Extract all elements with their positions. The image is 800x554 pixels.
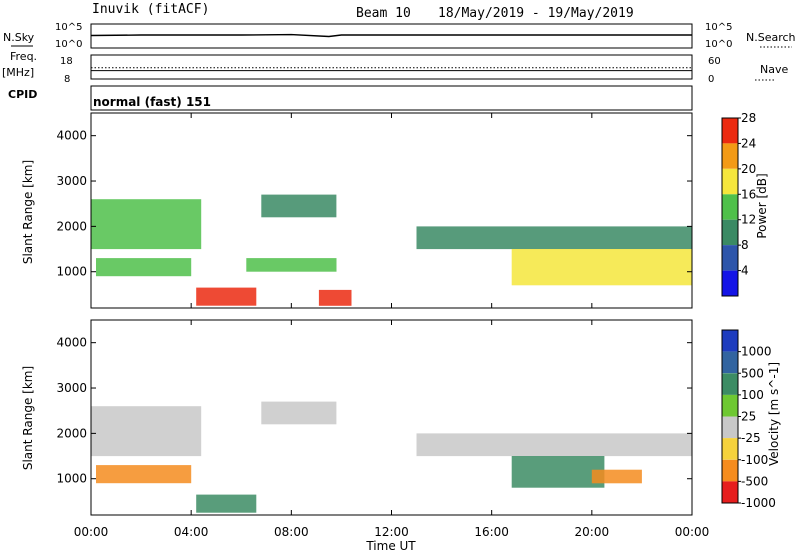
xtick-label-0: 00:00 <box>74 525 109 539</box>
colorbar-label-0: 1000 <box>741 345 772 359</box>
ytick-label-0: 1000 <box>56 265 87 279</box>
data-region-0 <box>91 199 202 250</box>
ytick-label-3: 4000 <box>56 336 87 350</box>
noise-right-tick-bottom: 10^0 <box>705 39 732 50</box>
colorbar-label-6: 28 <box>741 111 756 125</box>
velocity-colorbar-label: Velocity [m s^-1] <box>767 362 781 466</box>
colorbar-frame <box>721 117 739 297</box>
data-region-5 <box>318 289 352 306</box>
noise-left-tick-bottom: 10^0 <box>55 39 82 50</box>
data-region-2 <box>196 494 257 513</box>
data-region-6 <box>416 226 692 250</box>
freq-right-tick-top: 60 <box>708 56 721 67</box>
colorbar-label-1: 8 <box>741 238 749 252</box>
freq-left-tick-top: 18 <box>60 56 73 67</box>
data-region-3 <box>261 194 337 218</box>
colorbar-swatch-0 <box>722 118 738 144</box>
colorbar-label-5: -100 <box>741 453 768 467</box>
ytick-label-3: 4000 <box>56 129 87 143</box>
colorbar-swatch-1 <box>722 143 738 169</box>
colorbar-label-6: -500 <box>741 474 768 488</box>
cpid-label: CPID <box>8 88 37 101</box>
colorbar-label-3: 25 <box>741 410 756 424</box>
freq-right-label: Nave <box>760 63 788 76</box>
velocity-ylabel: Slant Range [km] <box>21 366 35 470</box>
colorbar-swatch-4 <box>722 416 738 439</box>
colorbar-swatch-5 <box>722 245 738 271</box>
colorbar-label-3: 16 <box>741 187 756 201</box>
colorbar-swatch-7 <box>722 481 738 503</box>
freq-left-unit: [MHz] <box>2 66 34 79</box>
colorbar-label-2: 12 <box>741 213 756 227</box>
data-region-5 <box>511 456 605 488</box>
colorbar-label-1: 500 <box>741 366 764 380</box>
colorbar-swatch-0 <box>722 330 738 352</box>
noise-left-label: N.Sky <box>3 31 35 44</box>
velocity-data-layer <box>91 401 692 513</box>
colorbar-swatch-2 <box>722 168 738 195</box>
noise-series-line <box>90 33 692 38</box>
power-data-layer <box>91 194 692 306</box>
colorbar-swatch-6 <box>722 459 738 482</box>
colorbar-swatch-5 <box>722 438 738 460</box>
colorbar-label-2: 100 <box>741 388 764 402</box>
colorbar-swatch-1 <box>722 351 738 374</box>
velocity-axis-ticks: 1000 2000 3000 4000 <box>56 320 693 515</box>
velocity-colorbar: 1000 500 100 25 -25 -100 -500 -1000 <box>721 329 776 510</box>
colorbar-swatch-3 <box>722 194 738 220</box>
ytick-label-2: 3000 <box>56 381 87 395</box>
ytick-label-0: 1000 <box>56 472 87 486</box>
ytick-label-2: 3000 <box>56 174 87 188</box>
data-region-4 <box>246 258 337 272</box>
data-region-2 <box>196 287 257 306</box>
xtick-label-2: 08:00 <box>274 525 309 539</box>
cpid-text: normal (fast) 151 <box>93 95 211 109</box>
noise-left-tick-top: 10^5 <box>55 22 82 33</box>
xtick-label-5: 20:00 <box>575 525 610 539</box>
data-region-3 <box>261 401 337 425</box>
time-axis-ticks: 00:00 04:00 08:00 12:00 16:00 20:00 00:00 <box>74 525 710 539</box>
date-range: 18/May/2019 - 19/May/2019 <box>438 6 634 21</box>
data-region-0 <box>91 406 202 457</box>
power-ylabel: Slant Range [km] <box>21 160 35 264</box>
xtick-label-1: 04:00 <box>174 525 209 539</box>
colorbar-label-4: 20 <box>741 162 756 176</box>
colorbar-swatch-2 <box>722 373 738 395</box>
colorbar-label-4: -25 <box>741 431 761 445</box>
noise-panel-frame <box>90 23 693 49</box>
noise-right-tick-top: 10^5 <box>705 22 732 33</box>
power-colorbar: 4 8 12 16 20 24 28 <box>721 111 756 297</box>
ytick-label-1: 2000 <box>56 219 87 233</box>
power-colorbar-label: Power [dB] <box>755 173 769 238</box>
power-axis-ticks: 1000 2000 3000 4000 <box>56 113 693 308</box>
colorbar-label-0: 4 <box>741 264 749 278</box>
freq-right-tick-bottom: 0 <box>708 74 714 85</box>
data-region-7 <box>511 249 692 286</box>
colorbar-swatch-6 <box>722 270 738 296</box>
colorbar-label-5: 24 <box>741 136 756 150</box>
colorbar-label-7: -1000 <box>741 496 776 510</box>
data-region-4 <box>416 433 692 457</box>
colorbar-swatch-3 <box>722 394 738 417</box>
freq-left-tick-bottom: 8 <box>64 74 70 85</box>
data-region-6 <box>591 469 642 484</box>
time-axis-label: Time UT <box>365 539 416 553</box>
data-region-1 <box>96 465 192 484</box>
freq-panel-frame <box>90 54 693 80</box>
data-region-1 <box>96 258 192 277</box>
xtick-label-4: 16:00 <box>474 525 509 539</box>
colorbar-swatch-4 <box>722 219 738 246</box>
freq-left-label: Freq. <box>10 50 37 63</box>
xtick-label-6: 00:00 <box>675 525 710 539</box>
xtick-label-3: 12:00 <box>374 525 409 539</box>
station-title: Inuvik (fitACF) <box>92 2 209 17</box>
noise-right-label: N.Search <box>746 31 796 44</box>
cpid-panel-frame <box>90 85 693 111</box>
ytick-label-1: 2000 <box>56 426 87 440</box>
beam-label: Beam 10 <box>356 6 411 21</box>
